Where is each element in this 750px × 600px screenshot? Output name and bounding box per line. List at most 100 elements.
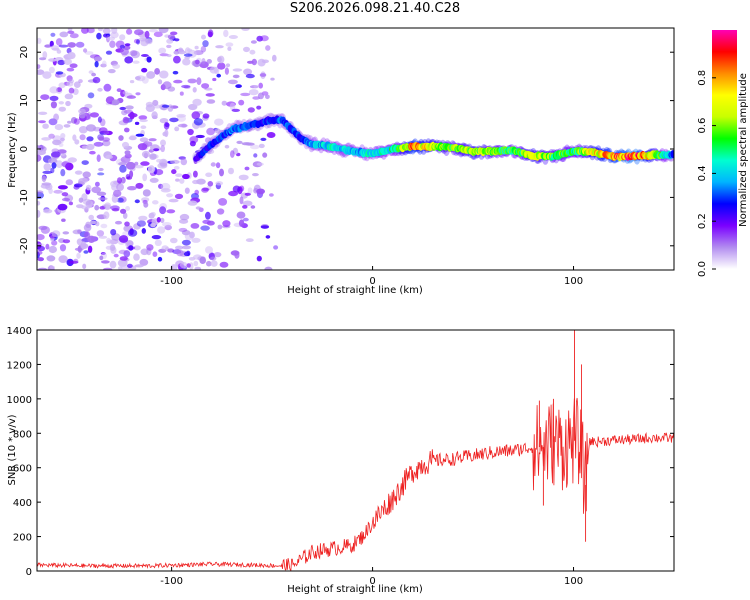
heatmap-cell: [50, 167, 55, 174]
heatmap-cell: [127, 186, 137, 191]
heatmap-cell: [122, 141, 129, 149]
heatmap-cell: [96, 191, 107, 196]
y-tick-label: 400: [13, 498, 32, 509]
heatmap-cell: [98, 136, 104, 141]
heatmap-cell: [86, 136, 94, 142]
heatmap-cell: [48, 133, 55, 139]
heatmap-cell: [142, 173, 148, 182]
y-tick-label: 1400: [7, 326, 32, 337]
heatmap-cell: [163, 121, 170, 130]
heatmap-cell: [56, 140, 64, 144]
heatmap-cell: [58, 255, 68, 263]
heatmap-cell: [194, 189, 199, 195]
heatmap-cell: [124, 221, 130, 227]
heatmap-cell: [109, 40, 116, 48]
heatmap-cell: [146, 56, 152, 63]
heatmap-cell: [83, 224, 92, 232]
heatmap-cell: [111, 208, 120, 212]
heatmap-cell: [147, 165, 155, 174]
heatmap-cell: [173, 79, 183, 84]
heatmap-cell: [48, 66, 55, 74]
heatmap-cell: [217, 62, 226, 70]
heatmap-cell: [50, 32, 56, 37]
colorbar-tick-label: 0.2: [697, 213, 708, 229]
heatmap-cell: [135, 133, 145, 137]
heatmap-cell: [179, 218, 189, 224]
heatmap-cell: [140, 39, 149, 47]
heatmap-cell: [94, 60, 99, 68]
heatmap-cell: [181, 84, 191, 89]
heatmap-cell: [128, 245, 134, 251]
heatmap-cell: [43, 209, 53, 214]
heatmap-cell: [252, 173, 259, 177]
heatmap-cell: [260, 225, 270, 229]
heatmap-cell: [99, 255, 104, 261]
heatmap-cell: [180, 158, 188, 166]
heatmap-cell: [37, 154, 42, 162]
heatmap-cell: [242, 217, 249, 222]
heatmap-cell: [158, 183, 164, 189]
heatmap-cell: [207, 31, 213, 38]
heatmap-cell: [138, 215, 148, 221]
heatmap-cell: [45, 243, 50, 250]
heatmap-cell: [173, 55, 181, 64]
y-tick-label: 200: [13, 533, 32, 544]
heatmap-cell: [42, 170, 53, 174]
heatmap-cell: [206, 260, 212, 267]
heatmap-cell: [58, 82, 66, 89]
heatmap-cell: [173, 50, 180, 55]
heatmap-cell: [152, 200, 159, 205]
heatmap-cell: [100, 252, 106, 255]
heatmap-cell: [214, 118, 224, 126]
heatmap-cell: [78, 197, 84, 203]
heatmap-cell: [37, 210, 41, 218]
heatmap-cell: [116, 197, 124, 203]
heatmap-cell: [43, 163, 52, 171]
heatmap-cell: [48, 58, 57, 62]
heatmap-cell: [74, 170, 83, 175]
heatmap-cell: [219, 261, 229, 268]
heatmap-cell: [250, 40, 257, 44]
heatmap-cell: [195, 134, 205, 139]
heatmap-cell: [202, 187, 210, 192]
heatmap-cell: [105, 50, 113, 55]
heatmap-cell: [256, 188, 265, 195]
heatmap-cell: [196, 178, 206, 185]
heatmap-cell: [187, 48, 193, 52]
heatmap-cell: [97, 87, 103, 92]
heatmap-cell: [213, 252, 222, 258]
heatmap-cell: [196, 77, 202, 85]
heatmap-cell: [101, 60, 107, 68]
heatmap-cell: [103, 211, 110, 220]
heatmap-cell: [260, 35, 269, 42]
heatmap-cell: [121, 109, 128, 116]
heatmap-cell: [175, 173, 183, 177]
heatmap-cell: [187, 78, 197, 84]
heatmap-cell: [69, 63, 78, 68]
heatmap-cell: [80, 241, 87, 250]
heatmap-cell: [37, 257, 44, 262]
x-tick-label: 0: [369, 276, 375, 287]
heatmap-cell: [154, 169, 164, 176]
heatmap-cell: [118, 162, 127, 166]
heatmap-cell: [86, 124, 96, 132]
heatmap-cell: [216, 208, 225, 215]
heatmap-cell: [172, 70, 179, 75]
heatmap-cell: [57, 203, 68, 211]
heatmap-cell: [98, 167, 104, 172]
heatmap-cell: [62, 197, 70, 202]
heatmap-cell: [247, 187, 253, 194]
heatmap-cell: [256, 162, 264, 166]
heatmap-cell: [133, 223, 141, 230]
heatmap-cell: [256, 255, 262, 262]
heatmap-cell: [52, 139, 62, 146]
spectrogram-heatmap: [37, 28, 674, 270]
heatmap-cell: [100, 223, 108, 229]
heatmap-cell: [65, 100, 71, 107]
heatmap-cell: [61, 218, 66, 222]
heatmap-cell: [64, 93, 74, 100]
heatmap-cell: [107, 36, 116, 41]
snr-x-ticks: -100 0 100: [160, 567, 583, 587]
heatmap-cell: [119, 34, 126, 41]
heatmap-cell: [140, 161, 150, 166]
